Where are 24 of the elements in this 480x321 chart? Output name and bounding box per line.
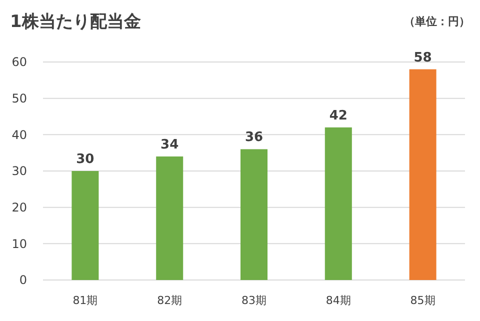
- data-label: 36: [244, 130, 264, 146]
- x-tick-label: 81期: [72, 294, 98, 307]
- bar: [240, 149, 268, 280]
- x-tick-label: 84期: [326, 294, 351, 307]
- y-tick-label: 50: [12, 92, 27, 106]
- data-label: 58: [414, 50, 432, 66]
- bar: [409, 69, 436, 280]
- text: （単位：円）: [404, 15, 470, 28]
- y-tick-label: 20: [12, 200, 27, 215]
- y-tick-label: 0: [19, 273, 27, 288]
- bar: [156, 156, 184, 280]
- data-label: 30: [76, 152, 94, 167]
- y-tick-label: 60: [12, 55, 27, 70]
- y-tick-label: 40: [12, 128, 27, 142]
- x-tick-label: 83期: [242, 294, 266, 307]
- chart-title: 1株当たり配当金: [10, 12, 141, 32]
- x-tick-label: 82期: [157, 294, 182, 307]
- data-label: 34: [160, 137, 179, 152]
- y-tick-label: 30: [12, 164, 27, 178]
- y-tick-label: 10: [12, 236, 27, 251]
- x-tick-label: 85期: [410, 294, 436, 307]
- bar: [324, 127, 352, 280]
- data-label: 42: [329, 108, 348, 124]
- bar: [72, 171, 99, 280]
